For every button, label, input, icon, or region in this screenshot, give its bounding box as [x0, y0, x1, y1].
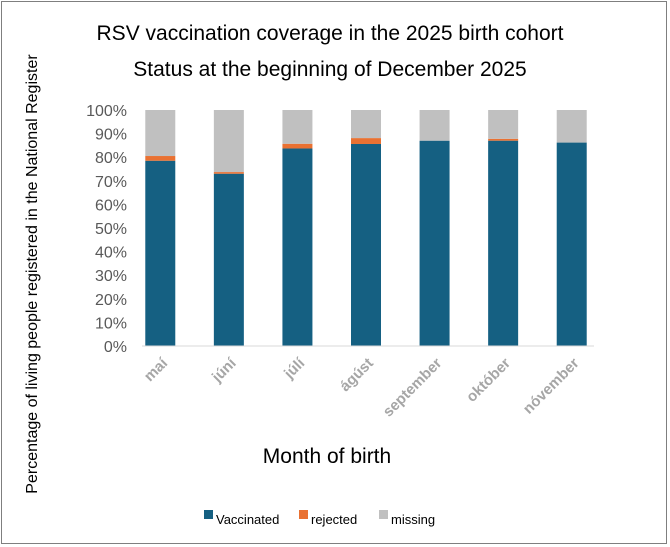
chart-subtitle: Status at the beginning of December 2025 [133, 58, 526, 81]
bar-missing-1 [145, 110, 176, 157]
bar-missing-7 [556, 110, 587, 143]
x-axis-label: Month of birth [263, 445, 391, 468]
bar-missing-5 [419, 110, 450, 141]
bars [145, 110, 587, 346]
y-tick-label: 30% [95, 268, 127, 285]
legend-swatch-missing [379, 510, 388, 519]
legend: Vaccinated rejected missing [204, 510, 435, 527]
y-tick-label: 90% [95, 127, 127, 144]
y-tick-label: 70% [95, 174, 127, 191]
y-tick-label: 40% [95, 245, 127, 262]
y-tick-labels: 0% 10% 20% 30% 40% 50% 60% 70% 80% 90% 100% [86, 103, 127, 356]
bar-vaccinated-2 [213, 173, 244, 346]
bar-rejected-3 [282, 143, 313, 149]
bar-vaccinated-4 [351, 143, 381, 346]
y-tick-label: 50% [95, 221, 127, 238]
bar-vaccinated-5 [419, 140, 450, 346]
x-tick-label: nóvember [520, 355, 583, 418]
x-tick-label: október [463, 355, 514, 406]
legend-label-rejected: rejected [311, 512, 357, 527]
bar-vaccinated-3 [282, 148, 313, 346]
x-tick-label: ágúst [337, 355, 377, 395]
bar-rejected-2 [213, 172, 244, 174]
y-tick-label: 0% [104, 339, 127, 356]
bar-vaccinated-1 [145, 160, 176, 346]
bar-rejected-4 [351, 138, 381, 144]
bar-missing-3 [282, 110, 313, 144]
x-tick-label: júní [208, 354, 240, 386]
bar-vaccinated-6 [488, 140, 519, 346]
y-tick-label: 10% [95, 315, 127, 332]
legend-swatch-vaccinated [204, 510, 213, 519]
y-tick-label: 100% [86, 103, 127, 120]
legend-label-vaccinated: Vaccinated [216, 512, 279, 527]
x-tick-label: september [380, 355, 446, 421]
bar-rejected-6 [488, 138, 519, 141]
x-tick-label: maí [141, 354, 172, 385]
chart-title: RSV vaccination coverage in the 2025 bir… [97, 22, 564, 45]
bar-missing-2 [213, 110, 244, 173]
bar-rejected-1 [145, 156, 176, 161]
bar-missing-4 [351, 110, 381, 139]
y-tick-label: 80% [95, 150, 127, 167]
bar-missing-6 [488, 110, 519, 139]
legend-swatch-rejected [299, 510, 308, 519]
legend-label-missing: missing [391, 512, 435, 527]
y-tick-label: 20% [95, 292, 127, 309]
x-tick-label: júlí [280, 354, 309, 383]
y-axis-label: Percentage of living people registered i… [24, 54, 41, 494]
y-tick-label: 60% [95, 197, 127, 214]
x-tick-labels: maí júní júlí ágúst september október nóvember [141, 354, 583, 420]
bar-vaccinated-7 [556, 142, 587, 346]
